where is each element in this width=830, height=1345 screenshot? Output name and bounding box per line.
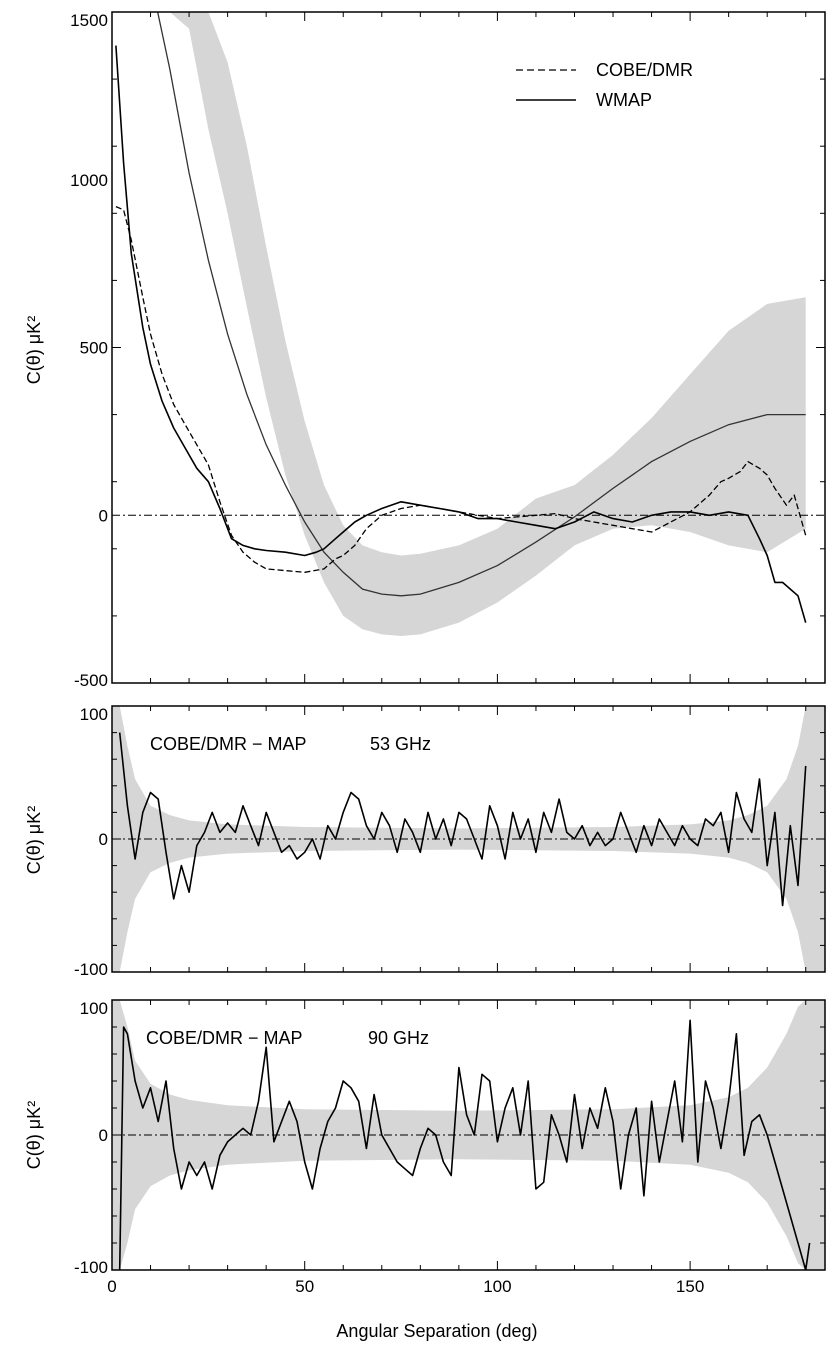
y-tick-label: 0 bbox=[99, 830, 108, 849]
x-tick-labels: 0 50 100 150 bbox=[107, 1277, 704, 1296]
bottom-ticks bbox=[111, 999, 825, 1271]
top-y-axis-title: C(θ) μK² bbox=[24, 316, 44, 384]
y-tick-label: 0 bbox=[99, 506, 108, 525]
x-axis-title: Angular Separation (deg) bbox=[336, 1321, 537, 1341]
top-confidence-band bbox=[112, 12, 806, 636]
top-panel: 1500 1000 500 0 -500 C(θ) μK² COBE/DMR WMAP bbox=[24, 11, 826, 690]
top-series-group bbox=[115, 12, 807, 623]
y-tick-label: 1000 bbox=[70, 171, 108, 190]
bottom-y-axis-title: C(θ) μK² bbox=[24, 1101, 44, 1169]
legend: COBE/DMR WMAP bbox=[516, 60, 693, 110]
bottom-panel: 1000-100 0 50 100 150 C(θ) μK² COBE/DMR − M… bbox=[24, 999, 826, 1341]
x-tick-label: 150 bbox=[676, 1277, 704, 1296]
x-tick-label: 100 bbox=[483, 1277, 511, 1296]
y-tick-label: 0 bbox=[99, 1126, 108, 1145]
legend-label-wmap: WMAP bbox=[596, 90, 652, 110]
middle-panel-frequency: 53 GHz bbox=[370, 734, 431, 754]
series-line-difference-53-ghz bbox=[118, 732, 807, 907]
middle-y-tick-labels: 100 0 -100 bbox=[74, 705, 108, 979]
band-area bbox=[112, 12, 806, 636]
middle-ticks bbox=[111, 705, 825, 973]
middle-panel-label: COBE/DMR − MAP bbox=[150, 734, 307, 754]
series-line-wmap bbox=[115, 45, 807, 623]
middle-series-group bbox=[118, 732, 807, 907]
y-tick-label: -500 bbox=[74, 671, 108, 690]
y-tick-label: -100 bbox=[74, 960, 108, 979]
y-tick-label: 500 bbox=[80, 339, 108, 358]
bottom-panel-frequency: 90 GHz bbox=[368, 1028, 429, 1048]
y-tick-label: 1500 bbox=[70, 11, 108, 30]
x-tick-label: 50 bbox=[295, 1277, 314, 1296]
legend-label-cobe: COBE/DMR bbox=[596, 60, 693, 80]
x-tick-label: 0 bbox=[107, 1277, 116, 1296]
bottom-y-tick-labels: 100 0 -100 bbox=[74, 999, 108, 1277]
y-tick-label: -100 bbox=[74, 1258, 108, 1277]
bottom-panel-label: COBE/DMR − MAP bbox=[146, 1028, 303, 1048]
series-line-difference-90-ghz bbox=[118, 1019, 811, 1270]
bottom-series-group bbox=[118, 1019, 811, 1270]
top-ticks bbox=[111, 11, 825, 684]
model-curve bbox=[156, 12, 806, 597]
y-tick-label: 100 bbox=[80, 999, 108, 1018]
middle-y-axis-title: C(θ) μK² bbox=[24, 806, 44, 874]
y-tick-label: 100 bbox=[80, 705, 108, 724]
top-y-tick-labels: 1500 1000 500 0 -500 bbox=[70, 11, 108, 690]
middle-panel: 100 0 -100 C(θ) μK² COBE/DMR − MAP 53 GHz bbox=[24, 705, 826, 979]
